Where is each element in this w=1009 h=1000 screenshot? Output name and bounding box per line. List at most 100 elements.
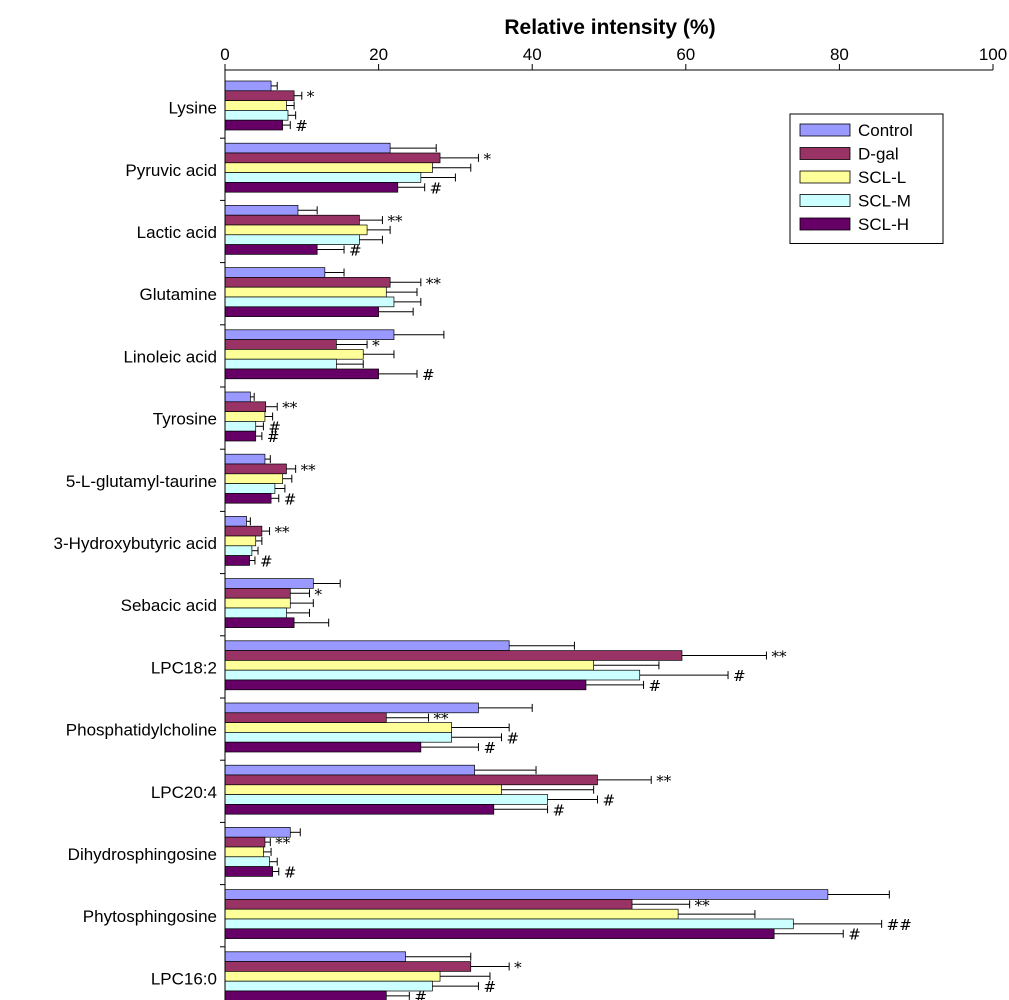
bar — [224, 846, 264, 858]
significance-mark: * — [372, 337, 380, 355]
x-tick-label: 80 — [830, 45, 849, 64]
significance-mark: # — [506, 729, 519, 747]
bar — [224, 836, 266, 848]
significance-mark: # — [267, 428, 280, 446]
category-label: Lactic acid — [137, 223, 217, 242]
bar — [224, 296, 395, 308]
bar — [224, 794, 548, 805]
bar — [224, 205, 299, 216]
bar — [224, 172, 422, 183]
legend-label: SCL-L — [858, 168, 906, 187]
bar — [224, 306, 379, 317]
bar — [224, 391, 251, 403]
bar — [224, 908, 679, 920]
significance-mark: # — [483, 978, 496, 996]
bar — [224, 411, 266, 422]
significance-mark: # — [260, 553, 273, 571]
significance-mark: # — [284, 864, 297, 882]
bar — [224, 525, 263, 537]
category-label: Lysine — [168, 99, 217, 118]
bar — [224, 961, 472, 972]
significance-mark: # — [349, 242, 362, 260]
bar — [224, 990, 387, 1000]
category-label: Pyruvic acid — [125, 161, 217, 180]
bar — [224, 545, 253, 556]
bar — [224, 152, 441, 164]
significance-mark: # — [733, 667, 746, 685]
bar — [224, 90, 295, 101]
bar — [224, 784, 502, 795]
category-label: LPC18:2 — [151, 658, 217, 677]
significance-mark: # — [422, 366, 435, 384]
significance-mark: ** — [656, 772, 672, 790]
bar — [224, 110, 289, 121]
significance-mark: # — [848, 926, 861, 944]
bar — [224, 244, 318, 255]
significance-mark: ** — [275, 523, 291, 541]
bar — [224, 899, 633, 910]
bar — [224, 349, 364, 360]
bar — [224, 142, 391, 154]
legend-swatch — [799, 123, 851, 137]
significance-mark: ** — [387, 212, 403, 230]
significance-mark: ** — [695, 896, 711, 914]
category-label: LPC20:4 — [151, 783, 217, 802]
x-tick-label: 0 — [220, 45, 229, 64]
bar — [224, 329, 395, 340]
bar — [224, 214, 360, 226]
bar — [224, 277, 391, 288]
legend-label: D-gal — [858, 145, 899, 164]
significance-mark: # — [268, 418, 281, 436]
bar — [224, 401, 267, 412]
significance-mark: * — [483, 150, 491, 168]
legend-label: SCL-M — [858, 192, 911, 211]
bar — [224, 889, 829, 900]
significance-mark: # — [430, 179, 443, 197]
category-label: Sebacic acid — [121, 596, 217, 615]
bar — [224, 100, 287, 111]
x-tick-label: 20 — [369, 45, 388, 64]
legend-label: Control — [858, 121, 913, 140]
bar — [224, 607, 287, 619]
bar — [224, 764, 475, 776]
bar — [224, 453, 266, 465]
category-label: 5-L-glutamyl-taurine — [66, 472, 217, 491]
bar — [224, 669, 641, 681]
bar — [224, 650, 683, 661]
bar — [224, 224, 368, 236]
category-label: Dihydrosphingosine — [68, 845, 217, 864]
significance-mark: * — [514, 959, 522, 977]
bar — [224, 162, 433, 173]
bar — [224, 866, 273, 877]
bar — [224, 722, 452, 733]
significance-mark: # — [414, 988, 427, 1000]
bar — [224, 182, 399, 193]
significance-mark: ** — [301, 461, 317, 479]
bar — [224, 588, 291, 599]
bar — [224, 358, 337, 370]
bar — [224, 928, 775, 939]
bar — [224, 493, 272, 504]
bar — [224, 535, 257, 547]
bar — [224, 234, 360, 245]
bar — [224, 463, 287, 475]
significance-mark: ** — [771, 648, 787, 666]
legend-swatch — [799, 217, 851, 231]
category-label: Linoleic acid — [123, 347, 217, 366]
category-label: 3-Hydroxybutyric acid — [54, 534, 217, 553]
category-label: LPC16:0 — [151, 969, 217, 988]
bar — [224, 918, 794, 930]
bar — [224, 951, 406, 962]
category-label: Tyrosine — [153, 410, 217, 429]
significance-mark: ## — [887, 916, 912, 934]
bar — [224, 679, 587, 691]
legend-swatch — [799, 194, 851, 207]
significance-mark: ** — [275, 834, 291, 852]
x-tick-label: 100 — [979, 45, 1007, 64]
bar — [224, 421, 257, 432]
bar — [224, 339, 337, 350]
bar — [224, 774, 598, 786]
significance-mark: # — [295, 117, 308, 135]
bar — [224, 516, 247, 527]
